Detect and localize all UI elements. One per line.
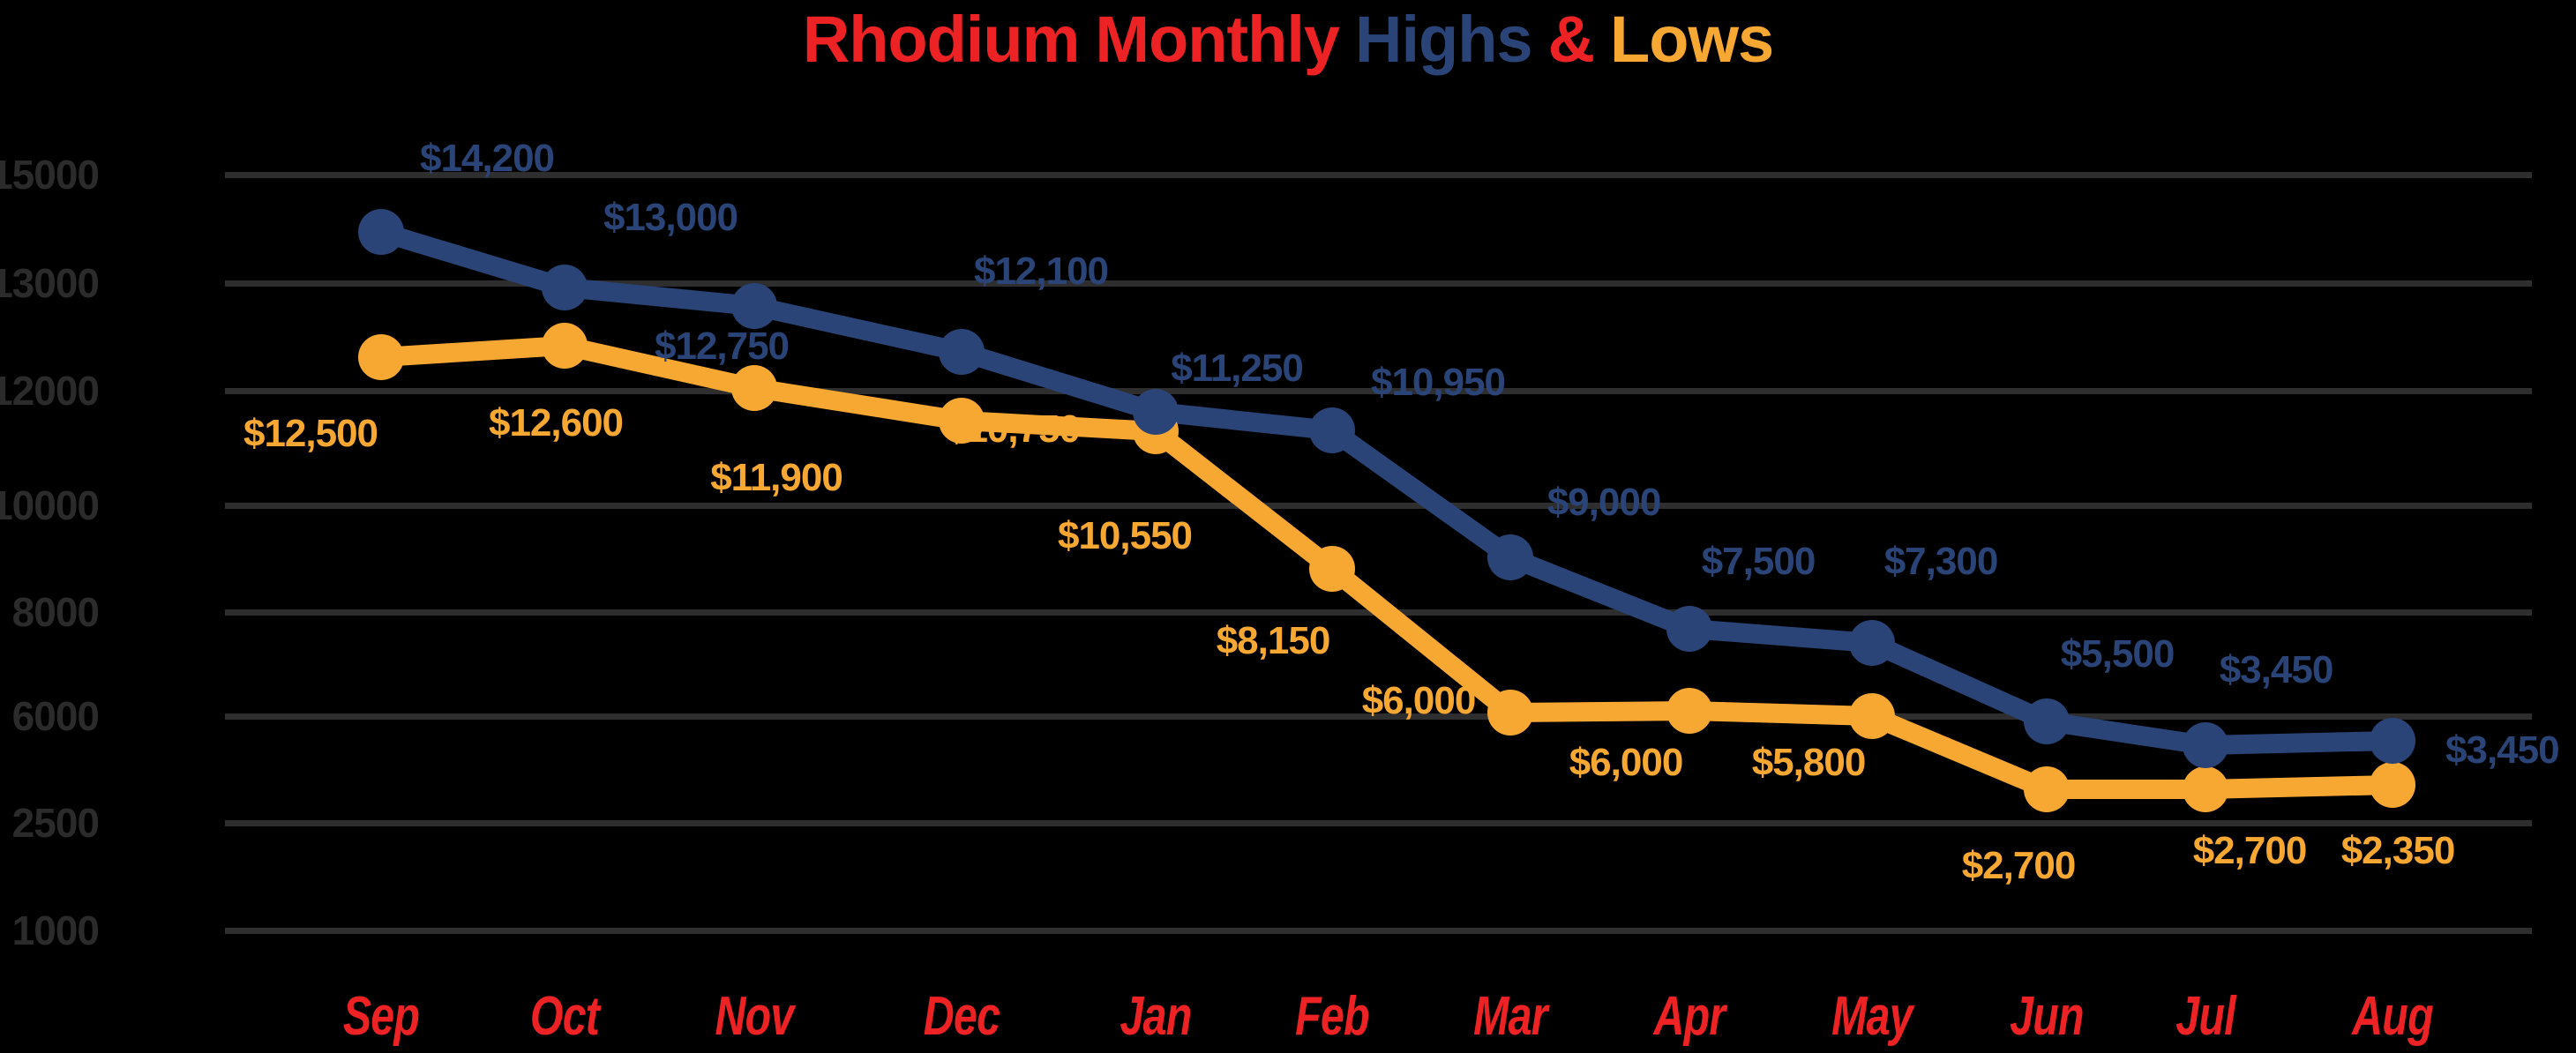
y-axis-label: 8000	[11, 589, 100, 635]
x-axis-label-jun: Jun	[2010, 986, 2084, 1047]
data-label: $11,250	[1171, 347, 1304, 390]
y-axis-label: 12000	[0, 368, 100, 414]
data-point-marker[interactable]	[939, 398, 985, 444]
title-word-ampersand: &	[1547, 2, 1595, 76]
gridline	[225, 503, 2532, 509]
gridline	[225, 172, 2532, 178]
plot-area: $12,500 $12,600 $11,900 $10,750 $10,550 $8,15…	[225, 0, 2560, 1053]
data-label: $2,700	[2192, 829, 2308, 872]
title-word-lows: Lows	[1610, 2, 1774, 76]
high-series-markers	[358, 209, 2415, 768]
x-axis-label-nov: Nov	[715, 986, 794, 1047]
data-label: $10,550	[1057, 514, 1193, 557]
data-point-marker[interactable]	[358, 209, 404, 255]
data-point-marker[interactable]	[2183, 766, 2228, 812]
data-point-marker[interactable]	[2024, 766, 2070, 812]
data-label: $5,800	[1751, 741, 1867, 784]
data-point-marker[interactable]	[358, 334, 404, 380]
gridline	[225, 713, 2532, 720]
y-axis-label: 13000	[0, 260, 100, 306]
x-axis-label-oct: Oct	[529, 986, 600, 1047]
data-label: $8,150	[1216, 619, 1331, 662]
y-axis-label: 2500	[11, 800, 100, 846]
data-label: $14,200	[419, 137, 555, 180]
gridline	[225, 820, 2532, 826]
data-point-marker[interactable]	[2183, 722, 2228, 768]
title-word-monthly: Monthly	[1095, 2, 1340, 76]
x-axis-label-may: May	[1831, 986, 1913, 1047]
x-axis-label-jan: Jan	[1120, 986, 1193, 1047]
x-axis-label-jul: Jul	[2175, 986, 2235, 1047]
x-axis-label-dec: Dec	[923, 986, 1000, 1047]
x-axis-label-sep: Sep	[342, 986, 420, 1047]
title-word-rhodium: Rhodium	[802, 2, 1081, 76]
data-point-marker[interactable]	[2024, 698, 2070, 744]
data-label: $2,700	[1961, 844, 2077, 887]
data-point-marker[interactable]	[542, 265, 588, 310]
high-series-line	[371, 222, 2402, 755]
chart-title: Rhodium Monthly Highs & Lows	[0, 0, 2576, 79]
y-axis-label: 10000	[0, 482, 100, 528]
data-label: $5,500	[2060, 632, 2175, 676]
data-point-marker[interactable]	[731, 283, 777, 329]
data-label: $3,450	[2445, 728, 2560, 772]
low-series-line	[371, 336, 2402, 799]
y-axis-label: 15000	[0, 152, 100, 198]
y-axis-label: 1000	[11, 907, 100, 953]
data-point-marker[interactable]	[1309, 546, 1355, 592]
data-point-marker[interactable]	[1666, 606, 1712, 652]
data-label: $10,750	[945, 407, 1081, 451]
gridline	[225, 928, 2532, 934]
data-point-marker[interactable]	[731, 365, 777, 411]
data-label: $9,000	[1546, 481, 1662, 524]
data-point-marker[interactable]	[1849, 693, 1895, 739]
x-axis-label-apr: Apr	[1653, 986, 1726, 1047]
x-axis-label-feb: Feb	[1295, 986, 1369, 1047]
data-label: $3,450	[2219, 648, 2334, 691]
series-lines	[358, 209, 2415, 812]
data-point-marker[interactable]	[2370, 762, 2415, 808]
data-label: $6,000	[1569, 741, 1684, 784]
data-label: $12,500	[243, 412, 378, 455]
data-label: $2,350	[2340, 829, 2456, 872]
data-label: $10,950	[1370, 361, 1506, 404]
data-point-marker[interactable]	[1849, 620, 1895, 666]
data-label: $12,100	[973, 250, 1109, 293]
data-label: $7,500	[1701, 540, 1816, 583]
data-label: $12,600	[488, 401, 624, 444]
data-label: $13,000	[603, 196, 738, 239]
data-label: $12,750	[654, 325, 790, 368]
x-axis-label-mar: Mar	[1473, 986, 1547, 1047]
data-point-marker[interactable]	[1666, 688, 1712, 734]
y-axis-label: 6000	[11, 693, 100, 739]
data-label: $7,300	[1883, 540, 1999, 583]
data-point-marker[interactable]	[939, 329, 985, 375]
data-point-marker[interactable]	[1487, 690, 1533, 736]
data-label: $11,900	[710, 456, 843, 499]
data-point-marker[interactable]	[542, 323, 588, 369]
title-word-highs: Highs	[1355, 2, 1533, 76]
data-label: $6,000	[1361, 679, 1477, 722]
gridline	[225, 280, 2532, 287]
data-point-marker[interactable]	[1487, 534, 1533, 580]
data-point-marker[interactable]	[1133, 389, 1179, 435]
data-point-marker[interactable]	[1309, 407, 1355, 453]
gridline	[225, 388, 2532, 394]
x-axis-label-aug: Aug	[2352, 986, 2433, 1047]
data-point-marker[interactable]	[2370, 718, 2415, 764]
